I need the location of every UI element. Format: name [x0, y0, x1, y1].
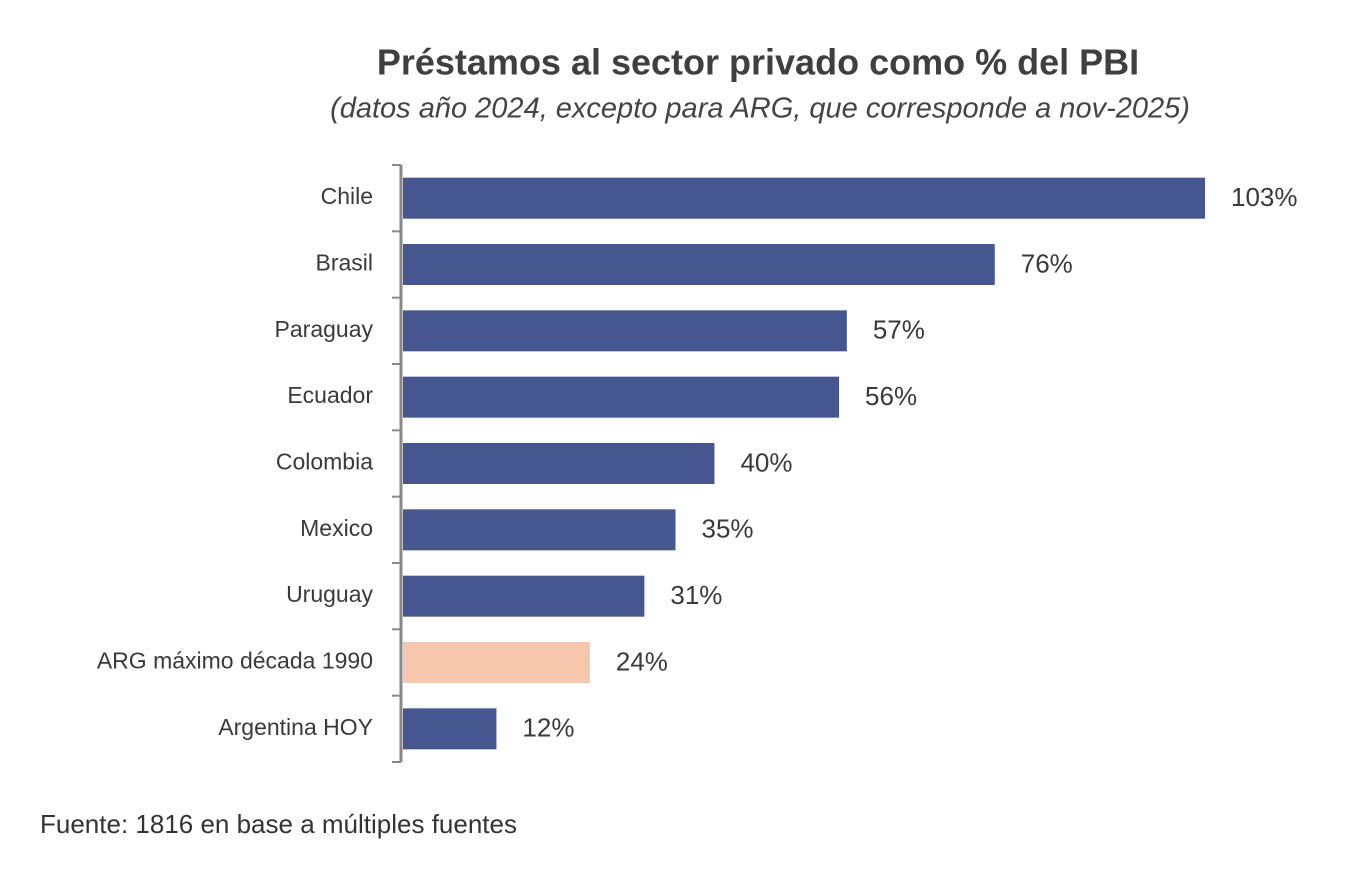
- bar: [403, 310, 847, 352]
- category-label: Ecuador: [287, 382, 373, 408]
- category-label: Chile: [321, 183, 373, 209]
- category-label: Paraguay: [275, 316, 374, 342]
- bar: [403, 376, 840, 418]
- bar: [403, 509, 676, 551]
- value-label: 76%: [1021, 248, 1073, 278]
- value-label: 31%: [670, 580, 722, 610]
- bar: [403, 244, 995, 285]
- category-label: Brasil: [315, 250, 373, 276]
- value-label: 103%: [1231, 182, 1298, 212]
- source-note: Fuente: 1816 en base a múltiples fuentes: [40, 809, 517, 839]
- category-label: Argentina HOY: [218, 714, 373, 740]
- category-label: ARG máximo década 1990: [97, 648, 373, 674]
- bar: [403, 642, 590, 683]
- value-label: 56%: [865, 381, 917, 411]
- category-label: Mexico: [300, 515, 373, 541]
- value-label: 12%: [522, 713, 574, 743]
- category-label: Colombia: [276, 449, 373, 475]
- chart-subtitle: (datos año 2024, excepto para ARG, que c…: [330, 93, 1190, 125]
- category-label: Uruguay: [286, 581, 373, 607]
- value-label: 57%: [873, 315, 925, 345]
- bar: [403, 575, 645, 617]
- bar: [403, 177, 1205, 219]
- chart-title: Préstamos al sector privado como % del P…: [377, 42, 1139, 83]
- value-label: 35%: [702, 514, 754, 544]
- value-label: 40%: [740, 447, 792, 477]
- value-label: 24%: [616, 646, 668, 676]
- bar: [403, 443, 715, 484]
- bar: [403, 708, 497, 750]
